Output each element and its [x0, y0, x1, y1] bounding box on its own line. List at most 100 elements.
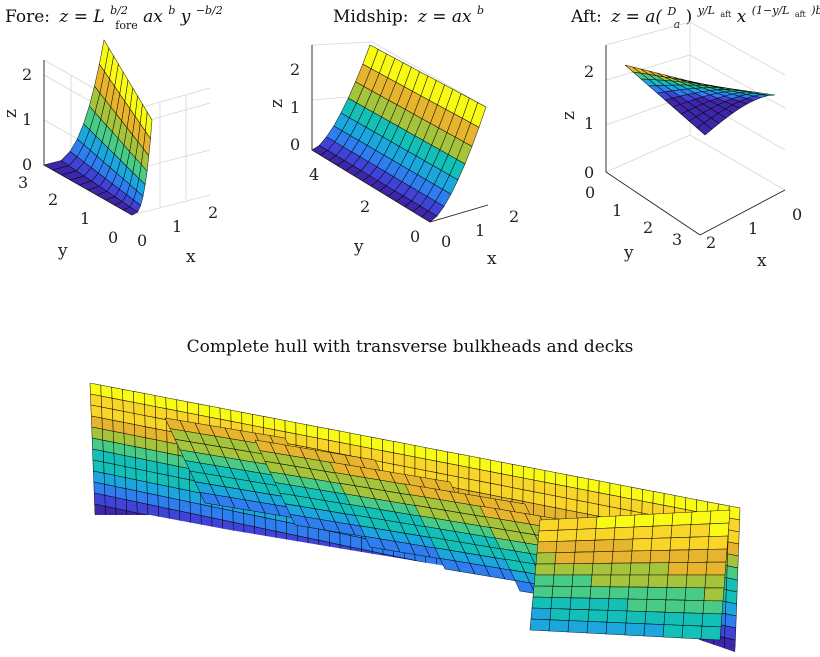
hull-mesh-cell — [685, 497, 697, 512]
hull-mesh-cell — [361, 548, 373, 564]
hull-panel: Complete hull with transverse bulkheads … — [89, 337, 741, 652]
hull-mesh-cell — [521, 594, 533, 609]
hull-stern-cell — [684, 587, 706, 601]
midship-y-tick: 2 — [360, 197, 370, 216]
hull-mesh-cell — [565, 497, 578, 513]
hull-mesh-cell — [457, 580, 469, 596]
hull-stern-cell — [567, 620, 589, 634]
midship-axes — [311, 45, 489, 223]
hull-stern-cell — [632, 525, 654, 540]
hull-mesh-cell — [500, 578, 512, 593]
hull-mesh-cell — [555, 472, 567, 487]
hull-stern-cell — [538, 518, 560, 532]
aft-y-tick: 0 — [585, 183, 595, 202]
hull-mesh-cell — [158, 506, 170, 521]
hull-stern-cell — [591, 562, 613, 576]
hull-stern-cell — [533, 574, 555, 587]
hull-mesh-cell — [318, 539, 330, 555]
hull-mesh-cell — [254, 526, 266, 541]
hull-mesh-cell — [339, 544, 352, 559]
hull-stern-cell — [535, 552, 557, 565]
hull-stern-cell — [595, 515, 617, 529]
midship-z-tick: 0 — [290, 135, 300, 154]
fore-x-tick: 0 — [137, 231, 147, 250]
hull-stern-cell — [554, 551, 576, 565]
hull-mesh-cell — [137, 512, 149, 527]
midship-x-label: x — [487, 249, 497, 269]
hull-mesh-cell — [500, 589, 512, 605]
midship-mesh-cell — [470, 102, 487, 128]
hull-stern-cell — [588, 597, 610, 611]
hull-mesh-cell — [211, 528, 224, 543]
aft-panel: Aft: z = a( D a ) y/L aft x (1−y/L aft )… — [559, 0, 820, 271]
hull-mesh-cell — [232, 521, 245, 537]
fore-y-label: y — [57, 241, 68, 261]
hull-stern-cell — [586, 621, 608, 635]
aft-mesh-cell — [760, 93, 776, 96]
fore-y-tick: 1 — [80, 209, 90, 228]
hull-mesh-cell — [404, 557, 416, 573]
fore-panel: Fore: z = L b/2 fore ax b y −b/2 0 1 2 z… — [1, 0, 223, 267]
hull-mesh-cell — [446, 578, 458, 593]
hull-stern-cell — [552, 574, 574, 587]
hull-stern-cell — [590, 574, 612, 588]
hull-mesh-cell — [468, 582, 480, 598]
hull-stern-cell — [557, 517, 579, 531]
fore-x-label: x — [186, 247, 196, 267]
aft-title: Aft: z = a( D a ) y/L aft x (1−y/L aft )… — [570, 0, 820, 33]
hull-stern-cell — [645, 599, 667, 613]
hull-stern-cell — [549, 608, 571, 621]
fore-title: Fore: z = L b/2 fore ax b y −b/2 — [5, 0, 223, 34]
hull-mesh-cell — [620, 496, 632, 512]
hull-stern-cell — [627, 586, 649, 600]
hull-mesh-cell — [243, 535, 256, 550]
hull-mesh-cell — [631, 486, 643, 502]
hull-stern-cell — [589, 586, 611, 599]
hull-mesh-cell — [329, 542, 341, 557]
hull-mesh-cell — [211, 517, 224, 532]
midship-title: Midship: z = ax b — [333, 4, 484, 27]
hull-mesh-cell — [179, 510, 191, 525]
midship-surface — [311, 44, 487, 223]
hull-stern-cell — [573, 551, 595, 564]
hull-mesh-cell — [339, 555, 352, 571]
hull-stern-cell — [707, 535, 729, 550]
hull-mesh-cell — [201, 526, 213, 541]
hull-mesh-cell — [404, 569, 416, 584]
midship-x-tick: 0 — [441, 232, 451, 251]
hull-stern-cell — [569, 597, 591, 611]
hull-stern-cell — [576, 516, 598, 530]
fore-mesh-cell — [145, 111, 153, 140]
hull-stern-cell — [592, 551, 614, 564]
hull-stern-cell — [553, 563, 575, 576]
aft-z-ticks: 0 1 2 — [584, 62, 594, 182]
hull-stern-cell — [532, 585, 554, 598]
hull-stern-cell — [709, 509, 731, 525]
midship-y-tick: 0 — [410, 227, 420, 246]
hull-stern-cell — [587, 609, 609, 623]
hull-mesh-cell — [544, 470, 557, 485]
midship-y-tick: 4 — [309, 165, 319, 184]
midship-x-tick: 2 — [509, 207, 519, 226]
hull-stern-cell — [688, 536, 710, 551]
hull-stern-cell — [704, 574, 726, 589]
hull-mesh-cell — [350, 558, 362, 573]
hull-stern-cell — [633, 513, 655, 528]
aft-x-tick: 2 — [706, 233, 716, 252]
hull-mesh-cell — [674, 495, 687, 510]
hull-stern-cell — [703, 587, 725, 602]
hull-stern-cell — [665, 587, 687, 601]
hull-stern-cell — [668, 549, 690, 563]
midship-x-tick: 1 — [475, 221, 485, 240]
hull-mesh-cell — [297, 535, 309, 550]
hull-mesh-cell — [126, 510, 138, 525]
hull-mesh-cell — [576, 488, 589, 503]
midship-panel: Midship: z = ax b 0 1 2 z 4 2 0 y 0 1 2 … — [267, 4, 519, 269]
hull-mesh-cell — [297, 546, 309, 562]
fore-x-tick: 1 — [172, 217, 182, 236]
hull-stern-cell — [548, 619, 570, 633]
hull-stern-cell — [593, 539, 615, 553]
aft-y-tick: 1 — [612, 201, 622, 220]
hull-mesh-cell — [361, 560, 373, 575]
hull-mesh-cell — [544, 493, 556, 509]
